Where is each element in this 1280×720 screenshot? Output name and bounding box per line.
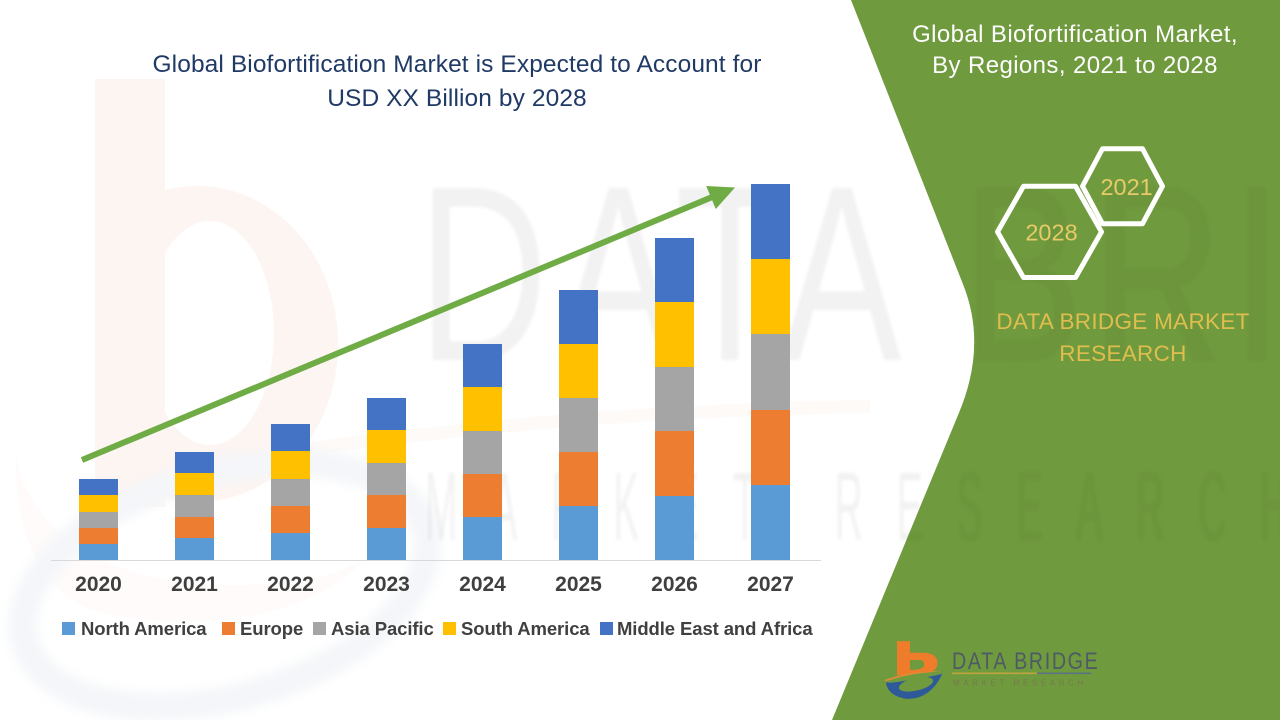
svg-text:DATA BRIDGE: DATA BRIDGE — [952, 647, 1099, 674]
svg-text:2021: 2021 — [1100, 174, 1152, 200]
svg-text:MARKET RESEARCH: MARKET RESEARCH — [953, 679, 1087, 688]
svg-text:2028: 2028 — [1025, 220, 1077, 246]
